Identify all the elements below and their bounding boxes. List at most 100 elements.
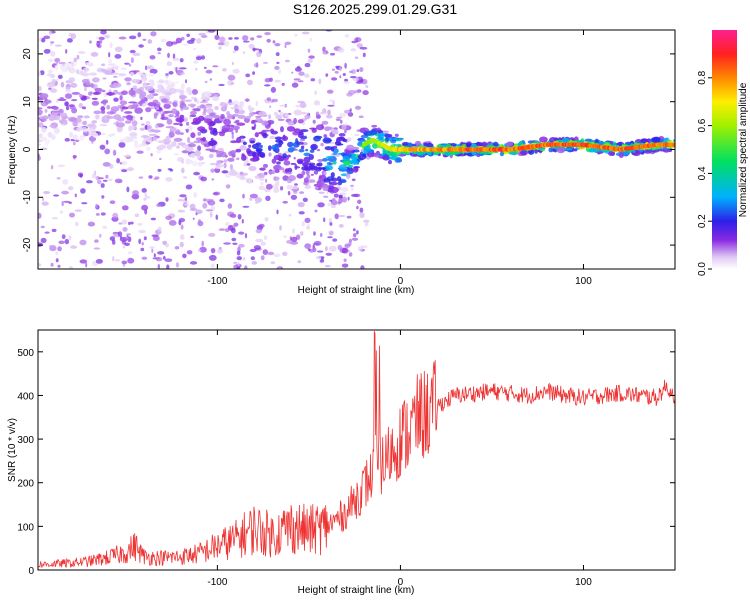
- heatmap-cell: [79, 93, 83, 98]
- heatmap-cell: [353, 193, 361, 198]
- heatmap-cell: [70, 82, 78, 88]
- heatmap-cell: [233, 222, 239, 227]
- heatmap-cell: [78, 102, 84, 109]
- heatmap-cell: [112, 212, 119, 219]
- heatmap-cell: [182, 200, 189, 204]
- heatmap-cell: [223, 118, 232, 126]
- heatmap-cell: [261, 120, 269, 126]
- heatmap-cell: [139, 93, 145, 100]
- heatmap-cell: [177, 199, 185, 202]
- heatmap-cell: [326, 89, 334, 94]
- heatmap-cell: [297, 160, 304, 165]
- heatmap-cell: [353, 166, 361, 169]
- heatmap-cell: [157, 264, 160, 269]
- heatmap-cell: [272, 169, 276, 174]
- heatmap-cell: [204, 118, 211, 124]
- heatmap-cell: [65, 49, 68, 54]
- heatmap-cell: [316, 149, 321, 152]
- heatmap-cell: [236, 266, 241, 269]
- heatmap-cell: [41, 201, 49, 206]
- heatmap-cell: [254, 175, 261, 179]
- heatmap-cell: [218, 46, 222, 50]
- heatmap-cell: [92, 91, 100, 95]
- heatmap-cell: [556, 147, 566, 154]
- heatmap-cell: [211, 96, 220, 101]
- heatmap-cell: [116, 126, 123, 133]
- heatmap-cell: [307, 179, 316, 183]
- heatmap-cell: [72, 134, 78, 141]
- heatmap-cell: [286, 240, 292, 244]
- heatmap-cell: [231, 125, 241, 131]
- heatmap-cell: [70, 68, 75, 73]
- heatmap-cell: [236, 157, 240, 161]
- heatmap-cell: [251, 126, 256, 129]
- heatmap-cell: [107, 63, 116, 67]
- heatmap-cell: [254, 132, 259, 138]
- heatmap-cell: [146, 65, 152, 70]
- heatmap-cell: [294, 183, 298, 186]
- heatmap-cell: [89, 40, 92, 44]
- heatmap-cell: [492, 141, 499, 147]
- heatmap-cell: [143, 236, 147, 241]
- heatmap-cell: [53, 110, 61, 113]
- heatmap-cell: [174, 153, 179, 156]
- heatmap-cell: [347, 90, 356, 95]
- heatmap-cell: [65, 105, 70, 111]
- heatmap-cell: [260, 255, 265, 261]
- heatmap-cell: [264, 78, 271, 83]
- heatmap-cell: [174, 246, 180, 250]
- heatmap-cell: [145, 146, 151, 151]
- heatmap-cell: [64, 238, 70, 245]
- heatmap-cell: [141, 76, 147, 82]
- heatmap-cell: [41, 118, 47, 122]
- heatmap-cell: [121, 219, 128, 225]
- heatmap-cell: [338, 214, 346, 218]
- heatmap-cell: [446, 144, 452, 149]
- heatmap-cell: [200, 176, 207, 182]
- heatmap-cell: [273, 111, 279, 116]
- heatmap-cell: [229, 164, 233, 170]
- heatmap-cell: [304, 217, 311, 223]
- heatmap-cell: [126, 186, 130, 193]
- heatmap-cell: [267, 145, 272, 151]
- heatmap-cell: [283, 235, 287, 238]
- heatmap-cell: [548, 147, 553, 153]
- heatmap-cell: [38, 212, 42, 219]
- heatmap-cell: [73, 155, 76, 160]
- heatmap-cell: [38, 133, 43, 138]
- heatmap-cell: [75, 221, 79, 227]
- heatmap-cell: [44, 108, 48, 113]
- heatmap-cell: [356, 69, 360, 73]
- heatmap-cell: [205, 209, 214, 212]
- heatmap-cell: [83, 67, 90, 72]
- heatmap-cell: [92, 132, 99, 138]
- heatmap-cell: [343, 161, 350, 165]
- heatmap-cell: [137, 222, 143, 226]
- heatmap-cell: [360, 134, 369, 139]
- heatmap-cell: [127, 221, 131, 226]
- heatmap-cell: [336, 176, 342, 182]
- heatmap-cell: [102, 225, 108, 229]
- heatmap-cell: [161, 113, 165, 120]
- heatmap-cell: [332, 160, 337, 165]
- heatmap-cell: [235, 148, 242, 153]
- heatmap-cell: [116, 122, 126, 128]
- heatmap-cell: [297, 119, 304, 124]
- heatmap-cell: [53, 194, 60, 197]
- heatmap-cell: [271, 158, 277, 164]
- heatmap-cell: [99, 123, 108, 127]
- heatmap-cell: [99, 38, 103, 45]
- heatmap-cell: [252, 71, 256, 75]
- heatmap-cell: [427, 144, 434, 148]
- heatmap-cell: [236, 256, 243, 261]
- heatmap-cell: [292, 141, 300, 148]
- heatmap-cell: [128, 136, 134, 142]
- heatmap-cell: [57, 63, 63, 67]
- heatmap-cell: [331, 129, 339, 135]
- heatmap-cell: [298, 71, 305, 76]
- heatmap-cell: [341, 187, 349, 192]
- heatmap-cell: [89, 72, 98, 76]
- heatmap-cell: [308, 162, 316, 166]
- heatmap-cell: [325, 252, 332, 256]
- heatmap-cell: [149, 68, 158, 74]
